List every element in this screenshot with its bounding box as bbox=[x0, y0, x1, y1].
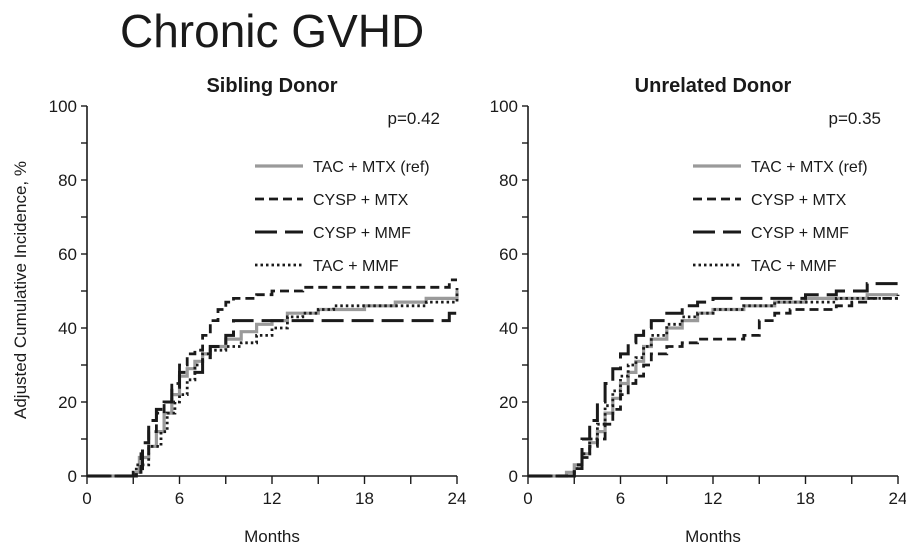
series-line-cysp-mmf bbox=[528, 282, 898, 478]
x-tick-label: 18 bbox=[355, 489, 374, 508]
x-axis-label: Months bbox=[244, 527, 300, 546]
x-tick-label: 12 bbox=[263, 489, 282, 508]
legend-label: CYSP + MTX bbox=[313, 192, 409, 209]
legend-label: TAC + MTX (ref) bbox=[751, 159, 868, 176]
chart-panel-sibling: Sibling Donor 0 20 40 60 80 100 0 6 12 18 24 Months p… bbox=[49, 75, 467, 546]
x-tick-label: 24 bbox=[889, 489, 906, 508]
p-value-annotation: p=0.42 bbox=[388, 109, 440, 128]
legend-label: TAC + MMF bbox=[751, 258, 837, 275]
series-line-tac-mtx-ref bbox=[87, 291, 459, 478]
y-axis-label: Adjusted Cumulative Incidence, % bbox=[11, 161, 30, 419]
x-axis-label: Months bbox=[685, 527, 741, 546]
legend-label: CYSP + MMF bbox=[751, 225, 849, 242]
panel-title: Sibling Donor bbox=[206, 75, 337, 97]
figure-title: Chronic GVHD bbox=[120, 5, 425, 57]
y-tick-label: 0 bbox=[68, 467, 77, 486]
legend-label: TAC + MTX (ref) bbox=[313, 159, 430, 176]
x-tick-label: 0 bbox=[523, 489, 532, 508]
y-tick-label: 60 bbox=[58, 245, 77, 264]
panel-title: Unrelated Donor bbox=[635, 75, 792, 97]
x-tick-label: 0 bbox=[82, 489, 91, 508]
series-line-cysp-mmf bbox=[87, 311, 457, 478]
x-tick-label: 12 bbox=[704, 489, 723, 508]
y-tick-label: 100 bbox=[49, 97, 77, 116]
series-line-cysp-mtx bbox=[528, 297, 898, 478]
x-tick-label: 18 bbox=[796, 489, 815, 508]
y-tick-label: 0 bbox=[509, 467, 518, 486]
y-tick-label: 20 bbox=[58, 393, 77, 412]
p-value-annotation: p=0.35 bbox=[829, 109, 881, 128]
x-tick-label: 24 bbox=[448, 489, 467, 508]
y-tick-label: 100 bbox=[490, 97, 518, 116]
y-tick-label: 80 bbox=[499, 171, 518, 190]
series-line-tac-mmf bbox=[87, 287, 459, 478]
chart-panel-unrelated: Unrelated Donor 0 20 40 60 80 100 0 6 12 18 24 Month… bbox=[490, 75, 906, 546]
legend-label: CYSP + MTX bbox=[751, 192, 847, 209]
y-tick-label: 60 bbox=[499, 245, 518, 264]
x-tick-label: 6 bbox=[175, 489, 184, 508]
y-tick-label: 40 bbox=[499, 319, 518, 338]
y-tick-label: 20 bbox=[499, 393, 518, 412]
legend-label: TAC + MMF bbox=[313, 258, 399, 275]
y-tick-label: 80 bbox=[58, 171, 77, 190]
y-tick-label: 40 bbox=[58, 319, 77, 338]
series-line-cysp-mtx bbox=[87, 278, 457, 478]
legend-label: CYSP + MMF bbox=[313, 225, 411, 242]
x-tick-label: 6 bbox=[616, 489, 625, 508]
